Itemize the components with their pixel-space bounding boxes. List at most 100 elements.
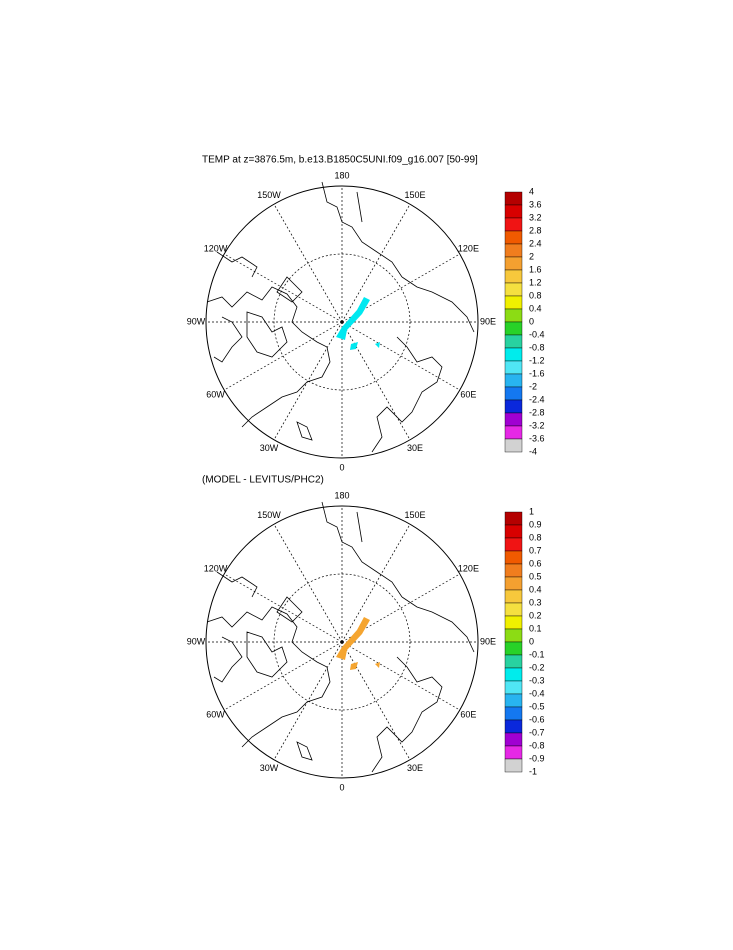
meridian xyxy=(341,321,460,391)
meridian xyxy=(341,253,460,323)
colorbar-label: -1 xyxy=(529,766,537,776)
colorbar-label: 0.9 xyxy=(529,519,542,529)
colorbar-box xyxy=(504,745,523,760)
colorbar-label: -0.4 xyxy=(529,688,545,698)
colorbar-box xyxy=(504,412,523,427)
colorbar-label: -4 xyxy=(529,446,537,456)
colorbar-label: -1.2 xyxy=(529,355,545,365)
colorbar-box xyxy=(504,693,523,708)
colorbar-label: -0.8 xyxy=(529,740,545,750)
colorbar-label: 3.2 xyxy=(529,212,542,222)
meridian xyxy=(273,321,343,440)
longitude-label: 60E xyxy=(460,709,476,719)
colorbar-label: -3.6 xyxy=(529,433,545,443)
longitude-label: 150W xyxy=(257,510,281,520)
colorbar-box xyxy=(504,511,523,526)
field-region xyxy=(350,662,358,670)
colorbar-label: -3.2 xyxy=(529,420,545,430)
longitude-label: 150E xyxy=(404,190,425,200)
meridian xyxy=(341,641,460,711)
colorbar-label: 0.4 xyxy=(529,584,542,594)
longitude-label: 30W xyxy=(260,443,279,453)
colorbar-label: 3.6 xyxy=(529,199,542,209)
longitude-label: 60E xyxy=(460,389,476,399)
longitude-label: 150W xyxy=(257,190,281,200)
map-boundary xyxy=(205,505,479,779)
longitude-label: 120E xyxy=(458,563,479,573)
meridian xyxy=(341,204,411,323)
colorbar-box xyxy=(504,399,523,414)
field-region xyxy=(375,342,380,348)
colorbar-box xyxy=(504,667,523,682)
colorbar-box xyxy=(504,425,523,440)
colorbar-box xyxy=(504,269,523,284)
colorbar-label: 0.6 xyxy=(529,558,542,568)
colorbar-box xyxy=(504,524,523,539)
longitude-label: 180 xyxy=(334,170,349,180)
colorbar-label: 2.4 xyxy=(529,238,542,248)
colorbar-box xyxy=(504,537,523,552)
colorbar-label: -0.4 xyxy=(529,329,545,339)
longitude-label: 60W xyxy=(206,709,225,719)
colorbar-label: 2 xyxy=(529,251,534,261)
longitude-label: 120W xyxy=(204,243,228,253)
longitude-label: 90E xyxy=(480,316,496,326)
field-region xyxy=(336,297,370,340)
colorbar-box xyxy=(504,204,523,219)
colorbar-box xyxy=(504,706,523,721)
colorbar-label: 0.8 xyxy=(529,290,542,300)
colorbar-label: -0.8 xyxy=(529,342,545,352)
colorbar-label: -2.4 xyxy=(529,394,545,404)
meridian xyxy=(273,641,343,760)
colorbar-box xyxy=(504,347,523,362)
longitude-label: 30W xyxy=(260,763,279,773)
longitude-label: 30E xyxy=(407,763,423,773)
longitude-label: 180 xyxy=(334,490,349,500)
meridian xyxy=(341,321,411,440)
colorbar-box xyxy=(504,386,523,401)
colorbar-box xyxy=(504,256,523,271)
colorbar-label: -0.5 xyxy=(529,701,545,711)
colorbar-label: -0.9 xyxy=(529,753,545,763)
meridian xyxy=(224,573,343,643)
colorbar-box xyxy=(504,589,523,604)
field-region xyxy=(336,617,370,660)
colorbar-box xyxy=(504,654,523,669)
colorbar-box xyxy=(504,628,523,643)
colorbar-label: -0.7 xyxy=(529,727,545,737)
longitude-label: 150E xyxy=(404,510,425,520)
coastline xyxy=(206,181,475,453)
colorbar-label: -0.3 xyxy=(529,675,545,685)
colorbar-box xyxy=(504,334,523,349)
longitude-label: 120W xyxy=(204,563,228,573)
field-region xyxy=(375,662,380,668)
colorbar-box xyxy=(504,641,523,656)
field-region xyxy=(350,342,358,350)
colorbar-label: 0.4 xyxy=(529,303,542,313)
colorbar-label: 4 xyxy=(529,186,534,196)
longitude-label: 90W xyxy=(187,316,206,326)
longitude-label: 90W xyxy=(187,636,206,646)
coastline xyxy=(206,501,475,773)
colorbar-label: 0.5 xyxy=(529,571,542,581)
colorbar-label: 1.2 xyxy=(529,277,542,287)
longitude-label: 60W xyxy=(206,389,225,399)
meridian xyxy=(341,524,411,643)
meridian xyxy=(341,641,411,760)
colorbar-box xyxy=(504,732,523,747)
colorbar-box xyxy=(504,758,523,773)
colorbar-label: -1.6 xyxy=(529,368,545,378)
colorbar-label: -0.1 xyxy=(529,649,545,659)
colorbar-box xyxy=(504,438,523,453)
colorbar-box xyxy=(504,295,523,310)
colorbar-label: 1.6 xyxy=(529,264,542,274)
colorbar-box xyxy=(504,308,523,323)
colorbar-label: -0.6 xyxy=(529,714,545,724)
meridian xyxy=(224,321,343,391)
colorbar-box xyxy=(504,719,523,734)
colorbar-label: -2.8 xyxy=(529,407,545,417)
colorbar-box xyxy=(504,550,523,565)
colorbar-box xyxy=(504,373,523,388)
colorbar-box xyxy=(504,191,523,206)
longitude-label: 0 xyxy=(339,782,344,792)
